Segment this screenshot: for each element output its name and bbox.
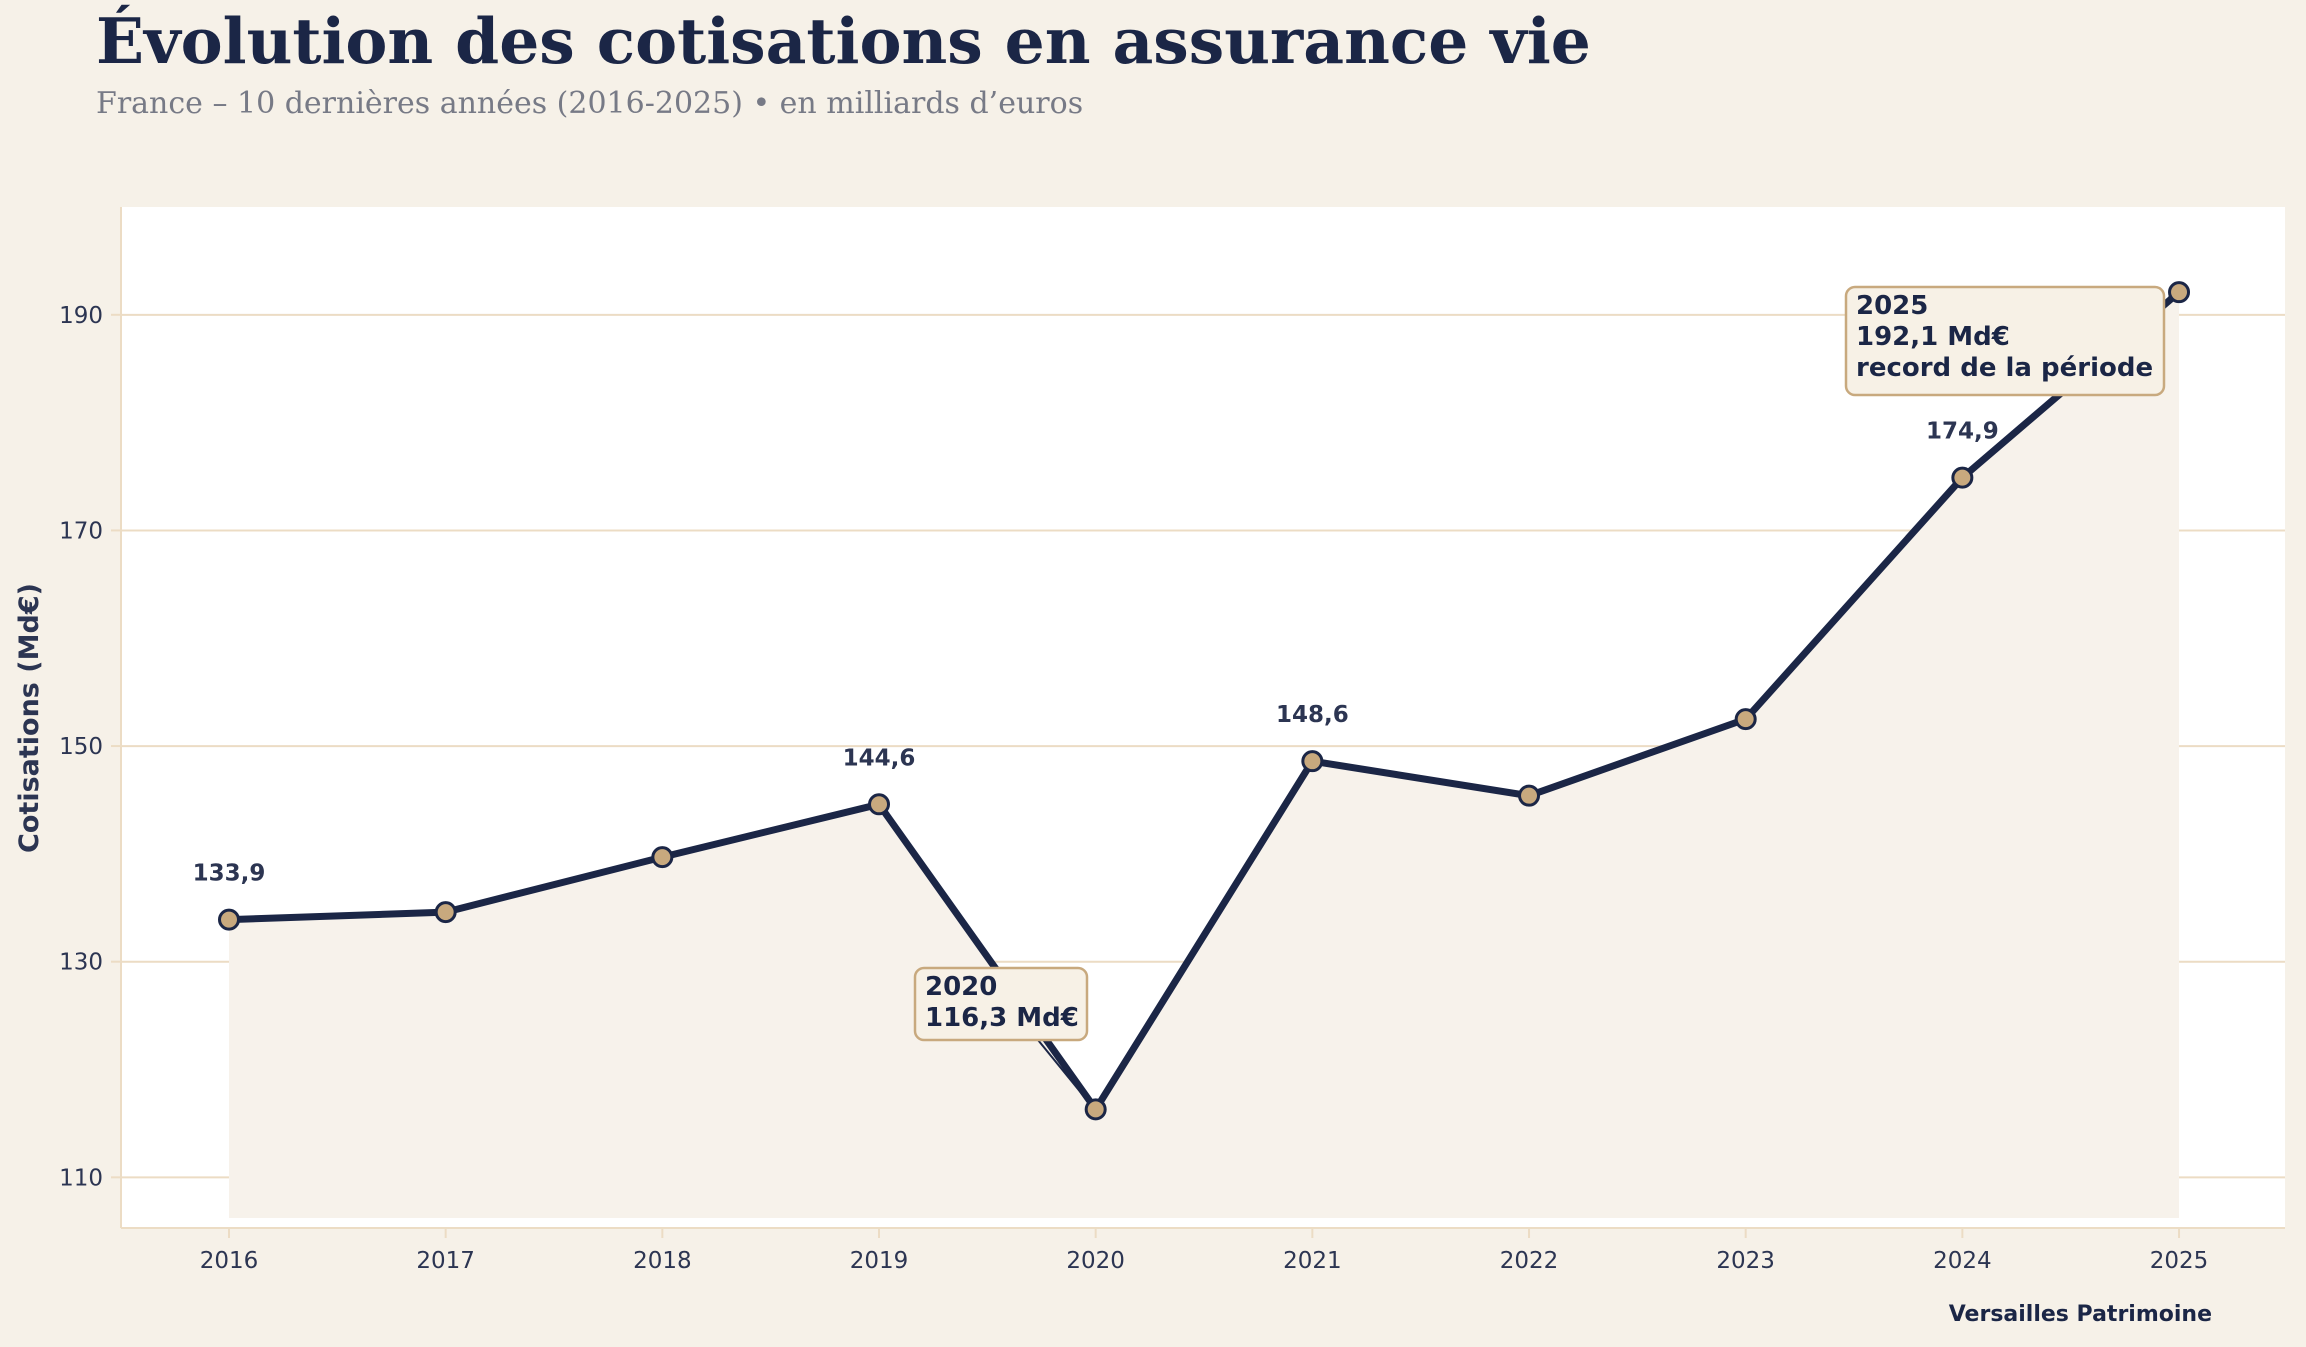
data-point <box>218 908 240 931</box>
annotation-box <box>913 966 1089 1042</box>
data-label: 148,6 <box>1276 702 1349 728</box>
x-tick-label: 2020 <box>1066 1248 1125 1274</box>
x-tick-label: 2016 <box>200 1248 259 1274</box>
area-under-line <box>229 292 2180 1218</box>
y-tick-label: 110 <box>59 1165 103 1191</box>
data-point <box>868 793 891 816</box>
x-tick-label: 2018 <box>633 1248 692 1274</box>
data-points <box>218 281 2191 1121</box>
annotation-text-line: 192,1 Md€ <box>1856 322 2010 352</box>
y-axis-label: Cotisations (Md€) <box>14 583 45 853</box>
data-point <box>1301 750 1324 773</box>
data-labels: 133,9 144,6 148,6 174,9 <box>193 419 1999 887</box>
chart-subtitle: France – 10 dernières années (2016-2025)… <box>96 86 1084 121</box>
series-line <box>225 288 2183 1113</box>
annotation-text-line: record de la période <box>1856 353 2153 383</box>
data-point <box>1951 466 1974 489</box>
y-tick-label: 150 <box>59 734 103 760</box>
area-fill <box>229 292 2180 1218</box>
y-tick-label: 190 <box>59 303 103 329</box>
x-tick-label: 2017 <box>416 1248 475 1274</box>
chart-title: Évolution des cotisations en assurance v… <box>96 4 1591 78</box>
data-point <box>651 846 674 869</box>
data-label: 133,9 <box>193 861 266 887</box>
data-point <box>1734 708 1757 731</box>
annotation-text-line: 2025 <box>1856 291 1928 321</box>
data-point <box>434 901 457 924</box>
x-tick-label: 2023 <box>1716 1248 1775 1274</box>
data-point <box>1518 784 1541 807</box>
y-tick-label: 130 <box>59 950 103 976</box>
annotation-text-line: 116,3 Md€ <box>925 1003 1079 1033</box>
x-tick-label: 2025 <box>2150 1248 2209 1274</box>
x-tick-label: 2024 <box>1933 1248 1992 1274</box>
x-axis-ticks: 2016 2017 2018 2019 2020 2021 2022 2023 2024 2025 <box>200 1228 2209 1274</box>
x-tick-label: 2022 <box>1500 1248 1559 1274</box>
y-tick-label: 170 <box>59 518 103 544</box>
data-point <box>2168 281 2191 304</box>
x-tick-label: 2019 <box>850 1248 909 1274</box>
x-tick-label: 2021 <box>1283 1248 1342 1274</box>
annotation-arrow <box>1037 1039 1091 1105</box>
annotation-box <box>1844 285 2166 397</box>
series-line-path <box>225 288 2183 1113</box>
data-label: 144,6 <box>843 745 916 771</box>
y-axis-ticks: 110 130 150 170 190 <box>59 303 121 1191</box>
data-point <box>1084 1098 1107 1121</box>
annotation-text-line: 2020 <box>925 972 997 1002</box>
data-label: 174,9 <box>1926 419 1999 445</box>
source-credit: Versailles Patrimoine <box>1948 1302 2212 1327</box>
